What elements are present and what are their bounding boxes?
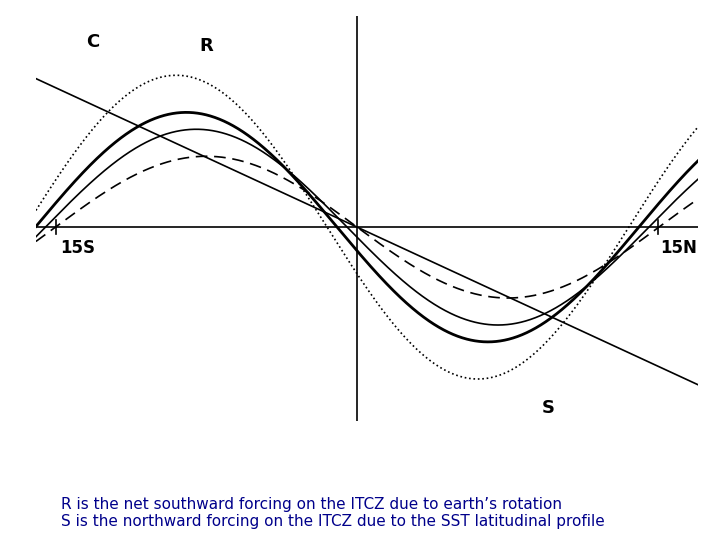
Text: C: C xyxy=(86,33,99,51)
Text: R is the net southward forcing on the ITCZ due to earth’s rotation
S is the nort: R is the net southward forcing on the IT… xyxy=(61,497,605,529)
Text: S: S xyxy=(541,399,554,417)
Text: 15N: 15N xyxy=(660,239,697,257)
Text: R: R xyxy=(199,37,213,55)
Text: 15S: 15S xyxy=(60,239,95,257)
